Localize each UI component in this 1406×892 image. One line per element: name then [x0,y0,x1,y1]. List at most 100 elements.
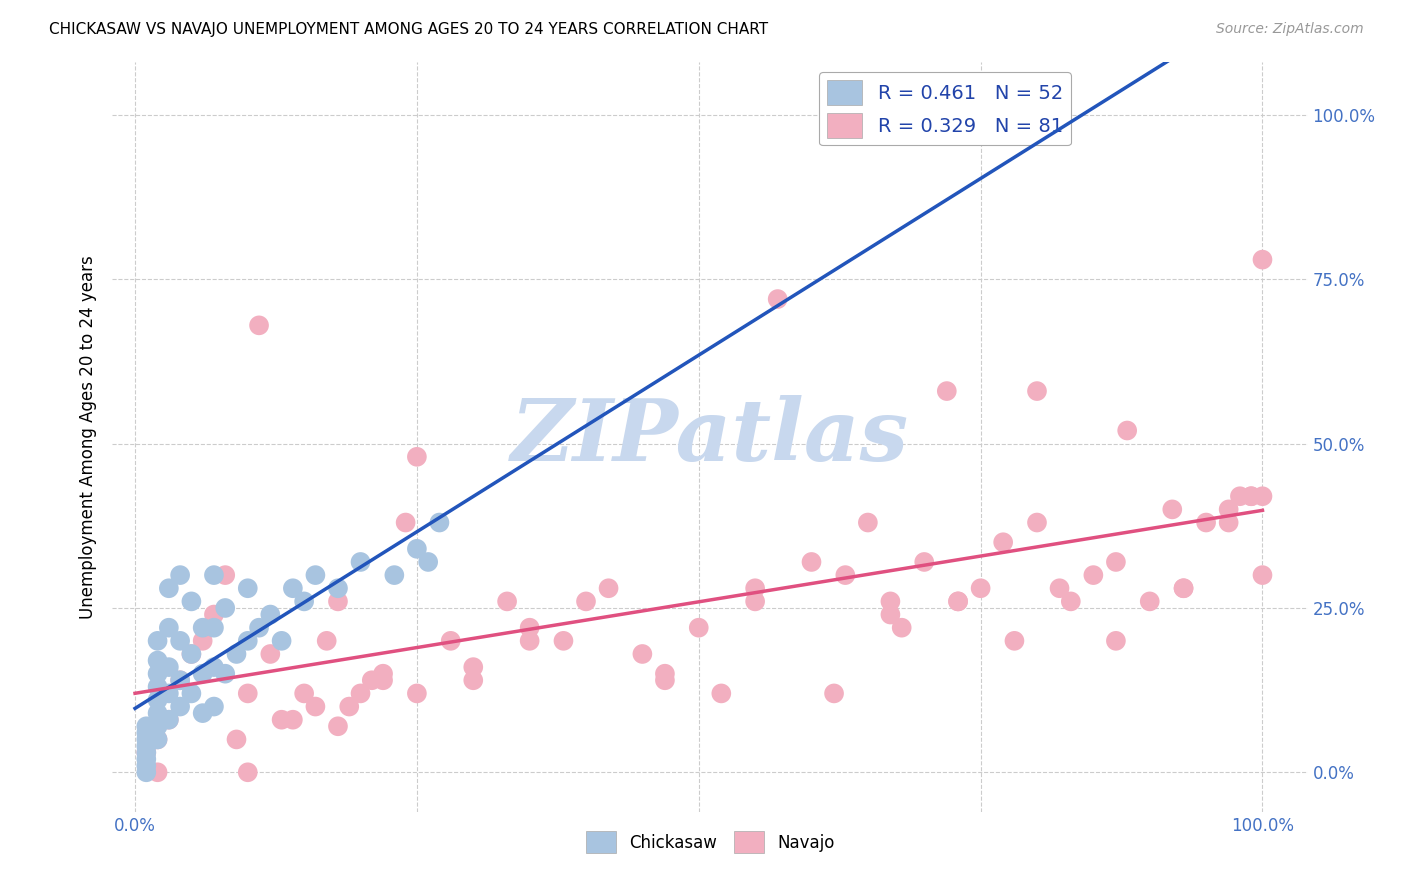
Point [440,633,463,648]
Point [969,581,991,595]
Point [146,706,169,720]
Point [169,673,191,688]
Text: ZIPatlas: ZIPatlas [510,395,910,479]
Point [270,713,292,727]
Point [418,555,440,569]
Point [326,719,349,733]
Point [800,555,823,569]
Point [991,535,1014,549]
Point [1161,502,1184,516]
Point [946,594,969,608]
Point [157,686,180,700]
Point [349,555,371,569]
Point [214,568,236,582]
Point [315,633,337,648]
Point [157,660,180,674]
Point [304,699,326,714]
Point [180,686,202,700]
Point [598,581,620,595]
Point [744,594,766,608]
Point [135,765,157,780]
Point [180,647,202,661]
Point [394,516,416,530]
Point [575,594,598,608]
Point [1026,384,1049,398]
Point [236,765,259,780]
Point [1083,568,1105,582]
Point [135,732,157,747]
Point [247,621,270,635]
Point [135,752,157,766]
Point [146,633,169,648]
Point [519,621,541,635]
Point [157,713,180,727]
Point [946,594,969,608]
Point [202,660,225,674]
Point [496,594,519,608]
Point [463,660,485,674]
Point [710,686,733,700]
Point [214,601,236,615]
Point [406,541,429,556]
Point [157,581,180,595]
Point [202,699,225,714]
Point [146,666,169,681]
Point [146,732,169,747]
Point [135,746,157,760]
Point [202,607,225,622]
Point [1218,516,1240,530]
Point [834,568,856,582]
Point [823,686,845,700]
Point [688,621,710,635]
Point [935,384,957,398]
Point [1251,252,1274,267]
Point [1218,502,1240,516]
Point [157,713,180,727]
Point [1173,581,1195,595]
Point [429,516,451,530]
Point [225,647,247,661]
Point [169,633,191,648]
Point [169,699,191,714]
Point [169,568,191,582]
Point [1049,581,1071,595]
Point [1105,555,1128,569]
Point [553,633,575,648]
Point [654,666,676,681]
Point [225,732,247,747]
Point [236,581,259,595]
Point [890,621,912,635]
Point [326,594,349,608]
Point [169,673,191,688]
Point [146,732,169,747]
Point [349,686,371,700]
Point [146,680,169,694]
Point [371,666,394,681]
Point [202,568,225,582]
Point [406,450,429,464]
Point [1251,489,1274,503]
Point [304,568,326,582]
Point [879,594,901,608]
Point [1240,489,1263,503]
Point [191,633,214,648]
Point [654,673,676,688]
Point [1139,594,1161,608]
Point [247,318,270,333]
Point [146,765,169,780]
Point [463,673,485,688]
Point [337,699,360,714]
Point [519,633,541,648]
Point [236,686,259,700]
Point [371,673,394,688]
Point [1195,516,1218,530]
Text: CHICKASAW VS NAVAJO UNEMPLOYMENT AMONG AGES 20 TO 24 YEARS CORRELATION CHART: CHICKASAW VS NAVAJO UNEMPLOYMENT AMONG A… [49,22,768,37]
Point [214,666,236,681]
Point [236,633,259,648]
Point [879,607,901,622]
Point [191,621,214,635]
Point [259,647,281,661]
Point [1026,516,1049,530]
Point [281,713,304,727]
Point [191,666,214,681]
